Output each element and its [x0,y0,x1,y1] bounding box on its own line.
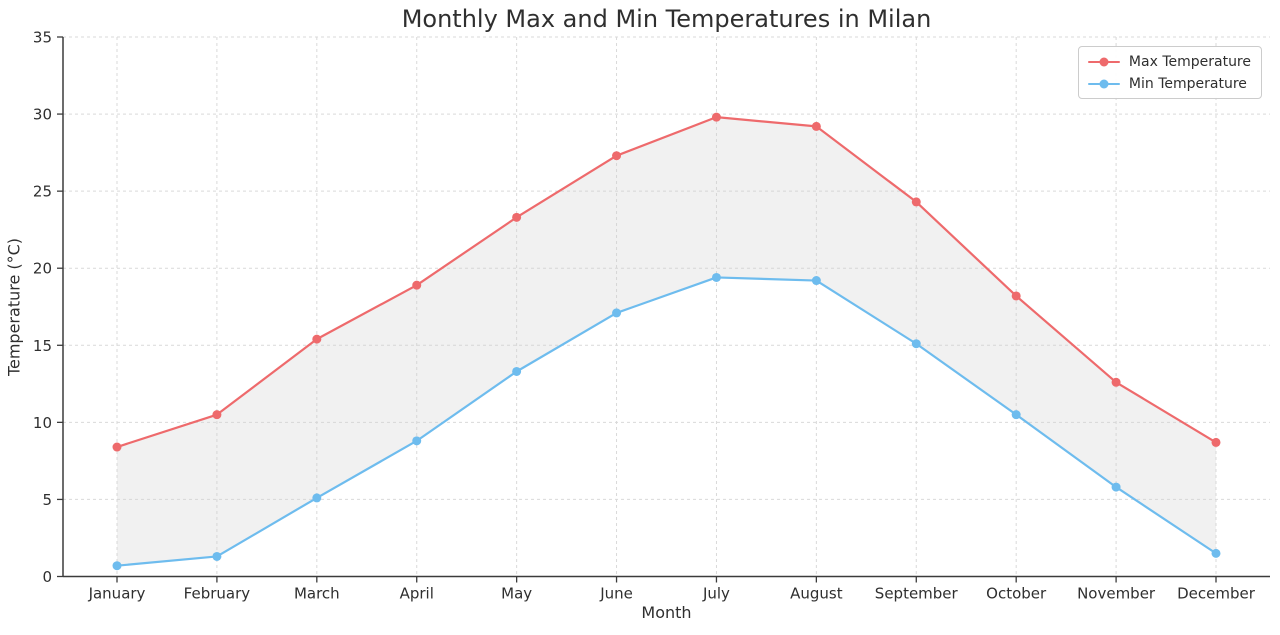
max-temperature-marker [312,334,322,344]
min-temperature-marker [412,436,422,446]
x-axis-label: Month [641,603,692,622]
max-temperature-marker [612,151,622,161]
x-tick-label: June [599,585,633,603]
max-temperature-marker [911,197,921,207]
max-temperature-marker [711,112,721,122]
x-tick-label: July [702,585,730,603]
max-temperature-marker [1011,291,1021,301]
x-tick-label: December [1177,585,1256,603]
max-temperature-line [115,116,1218,449]
y-tick-label: 0 [42,568,52,586]
max-marker-swatch [1099,57,1109,66]
x-tick-label: September [875,585,959,603]
max-temperature-marker [512,212,522,222]
max-temperature-marker [1111,377,1121,387]
y-tick-label: 20 [33,260,52,278]
min-temperature-marker [1111,482,1121,492]
y-tick-label: 10 [33,414,52,432]
max-temperature-marker [1211,437,1221,447]
legend: Max Temperature Min Temperature [1077,46,1262,99]
y-tick-label: 5 [42,491,52,509]
x-tick-label: February [184,585,251,603]
min-temperature-marker [1011,410,1021,420]
min-temperature-marker [711,272,721,282]
legend-label-min: Min Temperature [1128,75,1247,92]
max-temperature-marker [412,280,422,290]
min-marker-swatch [1099,79,1109,88]
min-temperature-line [115,276,1218,567]
max-temperature-line-sample [1087,57,1120,67]
min-temperature-marker [212,551,222,561]
max-temperature-marker [811,121,821,131]
x-tick-label: January [88,585,146,603]
y-tick-label: 35 [33,29,52,47]
min-temperature-marker [612,308,622,318]
y-tick-label: 25 [33,183,52,201]
y-tick-label: 30 [33,106,52,124]
min-temperature-line-sample [1087,79,1120,89]
x-tick-label: August [790,585,843,603]
x-tick-label: May [501,585,532,603]
max-temperature-marker [112,442,122,452]
x-tick-label: April [400,585,434,603]
legend-entry-min: Min Temperature [1087,74,1251,93]
min-temperature-marker [312,493,322,503]
min-temperature-marker [811,276,821,286]
x-tick-label: October [986,585,1047,603]
min-temperature-marker [911,339,921,349]
min-temperature-marker [512,366,522,376]
min-temperature-marker [112,561,122,571]
x-tick-label: November [1077,585,1156,603]
y-tick-label: 15 [33,337,52,355]
x-tick-label: March [294,585,340,603]
max-temperature-marker [212,410,222,420]
legend-entry-max: Max Temperature [1087,52,1251,71]
min-temperature-marker [1211,548,1221,558]
fill-between-area [117,117,1216,566]
chart-title: Monthly Max and Min Temperatures in Mila… [401,5,932,33]
legend-label-max: Max Temperature [1128,53,1251,70]
y-axis-label: Temperature (°C) [4,237,24,377]
